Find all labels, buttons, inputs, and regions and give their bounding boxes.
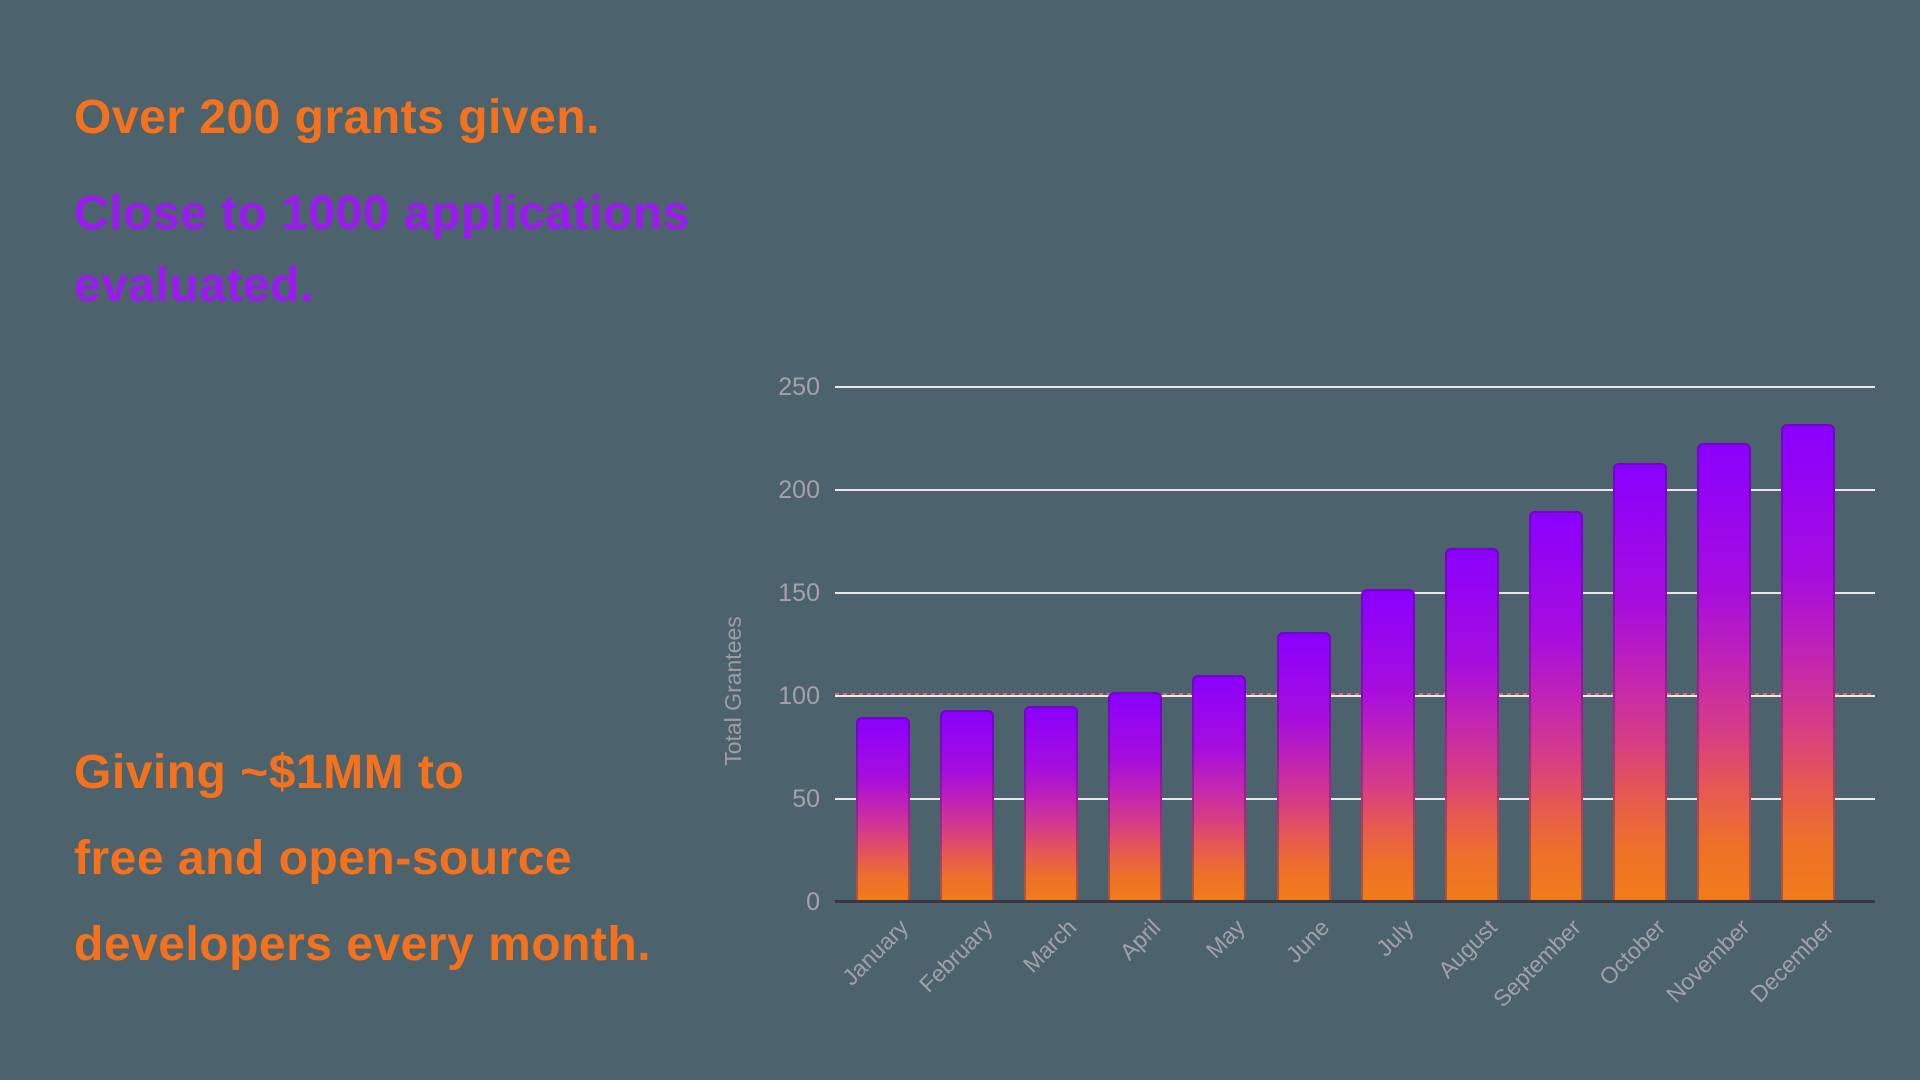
bar-january — [856, 716, 910, 902]
bar-july — [1360, 588, 1415, 902]
bar-september — [1528, 510, 1583, 902]
x-label-october: October — [1594, 914, 1671, 991]
headline-giving-amount: Giving ~$1MM to free and open-source dev… — [74, 746, 652, 971]
x-label-june: June — [1280, 914, 1334, 968]
x-label-april: April — [1114, 914, 1166, 965]
y-tick-100: 100 — [778, 682, 820, 710]
headline-grants-given: Over 200 grants given. — [74, 91, 600, 144]
bar-march — [1024, 706, 1079, 902]
y-tick-200: 200 — [778, 476, 820, 504]
bar-february — [940, 710, 995, 902]
x-label-july: July — [1370, 914, 1418, 962]
x-label-september: September — [1488, 914, 1587, 1012]
gridline-250 — [835, 386, 1875, 388]
bar-may — [1192, 675, 1247, 902]
x-label-january: January — [837, 914, 914, 991]
bar-december — [1781, 424, 1836, 902]
bar-october — [1612, 463, 1667, 902]
x-label-march: March — [1018, 914, 1082, 978]
x-label-december: December — [1745, 914, 1839, 1008]
y-tick-0: 0 — [806, 888, 820, 916]
x-axis-line — [835, 900, 1875, 903]
bar-november — [1697, 442, 1751, 902]
bar-august — [1444, 547, 1499, 902]
y-tick-50: 50 — [792, 785, 820, 813]
headline-applications-evaluated: Close to 1000 applications evaluated. — [74, 187, 690, 312]
x-label-november: November — [1660, 914, 1755, 1008]
gridline-100 — [835, 695, 1875, 697]
gridline-200 — [835, 489, 1875, 491]
bar-june — [1276, 632, 1331, 902]
x-label-may: May — [1200, 914, 1250, 964]
y-tick-150: 150 — [778, 579, 820, 607]
reference-line-100 — [835, 693, 1875, 695]
y-tick-250: 250 — [778, 373, 820, 401]
bar-april — [1108, 691, 1163, 902]
gridline-50 — [835, 798, 1875, 800]
x-label-august: August — [1433, 914, 1503, 984]
x-label-february: February — [914, 914, 998, 998]
gridline-150 — [835, 592, 1875, 594]
